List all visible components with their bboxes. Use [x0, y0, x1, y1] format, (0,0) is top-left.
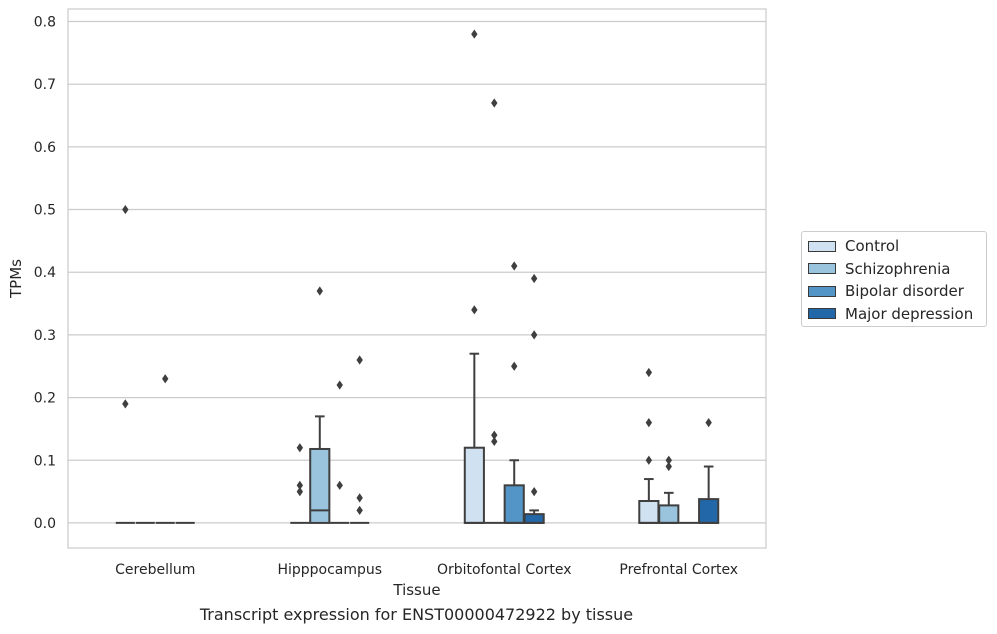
outlier-point [645, 367, 653, 378]
legend-swatch [808, 285, 836, 297]
outlier-point [471, 29, 478, 39]
outlier-point [511, 361, 518, 371]
outlier-point [356, 493, 363, 503]
legend-swatch [808, 263, 836, 275]
outlier-point [162, 374, 169, 384]
outlier-point [530, 273, 538, 284]
outlier-point [471, 305, 478, 315]
box [309, 447, 331, 524]
box [503, 484, 525, 524]
outlier-point [296, 443, 304, 453]
outlier-point [316, 286, 323, 296]
outlier-point [665, 461, 672, 472]
legend-swatch [808, 308, 836, 320]
y-tick-label: 0.1 [34, 453, 56, 469]
legend-item: Schizophrenia [808, 258, 986, 281]
legend-label: Schizophrenia [845, 259, 951, 278]
outlier-point [491, 436, 498, 447]
y-axis-label: TPMs [7, 259, 25, 299]
box [658, 504, 680, 524]
chart-caption: Transcript expression for ENST0000047292… [199, 605, 634, 624]
outlier-point [530, 330, 538, 340]
x-tick-label: Orbitofontal Cortex [437, 562, 572, 578]
outlier-point [665, 455, 672, 465]
y-tick-label: 0.8 [34, 15, 56, 31]
legend: Control Schizophrenia Bipolar disorder Majo… [801, 231, 987, 327]
legend-label: Control [845, 237, 900, 256]
x-tick-labels: Cerebellum Hipppocampus Orbitofontal Corte… [115, 562, 738, 578]
y-tick-labels: 0.0 0.1 0.2 0.3 0.4 0.5 0.6 0.7 0.8 [34, 15, 56, 532]
outlier-point [530, 486, 538, 497]
y-tick-label: 0.0 [34, 516, 56, 532]
y-tick-label: 0.2 [34, 391, 56, 407]
legend-label: Bipolar disorder [845, 282, 964, 301]
legend-label: Major depression [845, 304, 974, 323]
x-tick-label: Hipppocampus [277, 562, 382, 578]
outlier-point [645, 455, 653, 465]
outlier-point [705, 418, 712, 428]
legend-item: Bipolar disorder [808, 280, 986, 303]
series-bipolar-disorder [155, 261, 699, 524]
outlier-point [491, 430, 498, 440]
grid-lines [68, 20, 766, 524]
outlier-point [511, 261, 518, 271]
plot-frame [67, 8, 767, 549]
legend-item: Major depression [808, 303, 986, 326]
legend-swatch [808, 240, 836, 252]
outlier-point [356, 505, 363, 515]
x-tick-label: Prefrontal Cortex [619, 562, 738, 578]
box [638, 499, 660, 524]
series-schizophrenia [135, 98, 680, 524]
box-series [115, 29, 720, 524]
x-axis-label: Tissue [392, 581, 440, 599]
outlier-point [491, 98, 498, 108]
box [463, 446, 485, 524]
outlier-point [122, 204, 129, 215]
box [698, 498, 720, 524]
box [523, 513, 545, 524]
outlier-point [356, 355, 363, 365]
y-tick-label: 0.6 [34, 140, 56, 156]
outlier-point [296, 480, 304, 490]
series-major-depression [175, 273, 720, 524]
y-tick-label: 0.4 [34, 265, 56, 281]
outlier-point [336, 380, 343, 390]
outlier-point [122, 399, 129, 409]
series-control [115, 29, 660, 524]
x-tick-label: Cerebellum [115, 562, 195, 578]
y-tick-label: 0.7 [34, 77, 56, 93]
outlier-point [296, 486, 304, 497]
outlier-point [645, 418, 653, 428]
y-tick-label: 0.5 [34, 203, 56, 219]
y-tick-label: 0.3 [34, 328, 56, 344]
legend-item: Control [808, 235, 986, 258]
outlier-point [336, 480, 343, 490]
